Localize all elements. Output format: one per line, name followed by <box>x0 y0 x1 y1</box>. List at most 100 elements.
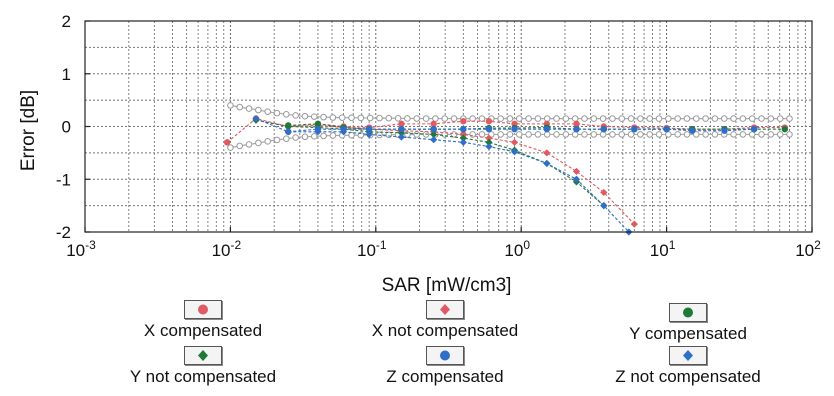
x-tick-label: 10-3 <box>66 238 96 260</box>
band-lower-marker <box>739 131 747 138</box>
band-lower-marker <box>646 131 654 138</box>
band-upper-marker <box>674 115 681 122</box>
band-lower-marker <box>562 131 570 138</box>
band-lower-marker <box>273 136 281 144</box>
band-upper-marker <box>385 114 393 122</box>
band-upper-marker <box>227 102 234 109</box>
band-lower-marker <box>497 131 504 138</box>
point-z-not-compensated <box>252 114 260 123</box>
x-tick-label: 101 <box>650 238 676 260</box>
band-upper-marker <box>320 113 327 121</box>
band-lower-marker <box>255 139 262 147</box>
band-upper-marker <box>450 115 458 122</box>
band-upper-marker <box>665 115 672 122</box>
band-upper-marker <box>581 115 588 122</box>
band-upper-marker <box>506 115 514 122</box>
uncertainty-band <box>227 102 793 151</box>
band-upper-marker <box>301 112 309 120</box>
point-z-compensated <box>511 125 518 133</box>
grid-lines <box>84 20 812 233</box>
point-z-not-compensated <box>314 128 322 136</box>
band-lower-marker <box>665 131 672 138</box>
band-upper-marker <box>562 115 570 122</box>
band-lower-marker <box>767 131 775 138</box>
band-upper-marker <box>357 114 365 122</box>
series-z-not-compensated <box>252 114 633 236</box>
point-x-compensated <box>223 139 231 146</box>
point-z-not-compensated <box>510 148 519 156</box>
band-upper-marker <box>739 115 747 122</box>
point-y-not-compensated <box>459 134 467 142</box>
series-x-not-compensated <box>252 116 638 228</box>
band-upper-marker <box>767 115 775 122</box>
band-upper-marker <box>292 112 299 119</box>
band-upper-marker <box>730 115 737 122</box>
band-lower-marker <box>748 131 756 138</box>
band-lower-marker <box>553 131 560 138</box>
point-x-not-compensated <box>600 188 608 197</box>
band-lower-marker <box>515 131 523 138</box>
band-upper-marker <box>376 114 383 122</box>
point-z-compensated <box>721 127 728 134</box>
band-upper-marker <box>329 114 337 121</box>
band-lower-marker <box>581 131 588 138</box>
band-lower-marker <box>310 133 318 140</box>
band-upper-marker <box>637 115 644 122</box>
band-upper-marker <box>543 115 551 122</box>
band-lower-marker <box>674 131 681 138</box>
band-lower-marker <box>292 134 299 141</box>
band-lower-marker <box>413 131 421 138</box>
band-lower-marker <box>543 131 551 138</box>
band-lower-marker <box>329 132 337 139</box>
point-x-not-compensated <box>630 220 638 228</box>
band-upper-marker <box>497 115 504 122</box>
band-upper-marker <box>422 115 430 122</box>
band-upper-marker <box>515 115 523 122</box>
x-axis-label: SAR [mW/cm3] <box>382 275 512 296</box>
band-lower-marker <box>730 131 737 138</box>
band-upper-marker <box>245 105 253 112</box>
band-lower-marker <box>683 131 691 138</box>
y-tick-label: -2 <box>56 223 71 242</box>
band-lower-marker <box>627 131 635 138</box>
x-tick-label: 102 <box>795 238 821 260</box>
band-upper-marker <box>338 114 346 121</box>
point-z-compensated <box>430 125 437 133</box>
band-lower-marker <box>245 141 253 148</box>
band-lower-marker <box>301 133 309 141</box>
band-upper-marker <box>720 115 728 122</box>
band-lower-marker <box>348 131 355 139</box>
band-upper-marker <box>702 115 709 122</box>
band-upper-marker <box>525 115 532 122</box>
point-z-compensated <box>365 125 373 133</box>
point-z-not-compensated <box>365 130 373 139</box>
band-lower-marker <box>590 131 598 138</box>
y-tick-label: 1 <box>62 65 71 84</box>
band-lower-marker <box>692 131 700 138</box>
point-z-not-compensated <box>543 159 551 168</box>
band-upper-marker <box>255 106 262 114</box>
band-upper-marker <box>609 115 616 122</box>
point-z-compensated <box>398 125 405 133</box>
band-lower-marker <box>506 131 514 138</box>
point-z-not-compensated <box>459 138 467 146</box>
series-line-z-not-compensated <box>255 118 630 233</box>
band-upper-marker <box>469 115 476 122</box>
point-y-compensated <box>314 120 322 128</box>
band-lower-marker <box>609 131 616 138</box>
band-lower-marker <box>776 131 784 138</box>
band-lower-marker <box>525 131 532 138</box>
data-series <box>223 114 788 236</box>
band-upper-marker <box>404 115 411 122</box>
band-upper-marker <box>441 115 449 122</box>
point-z-compensated <box>631 125 638 133</box>
point-y-not-compensated <box>284 122 292 131</box>
band-lower-marker <box>637 131 644 138</box>
point-y-not-compensated <box>485 138 493 146</box>
point-z-not-compensated <box>284 128 292 136</box>
band-upper-marker <box>618 115 626 122</box>
band-upper-marker <box>590 115 598 122</box>
y-tick-label: 2 <box>62 12 71 31</box>
